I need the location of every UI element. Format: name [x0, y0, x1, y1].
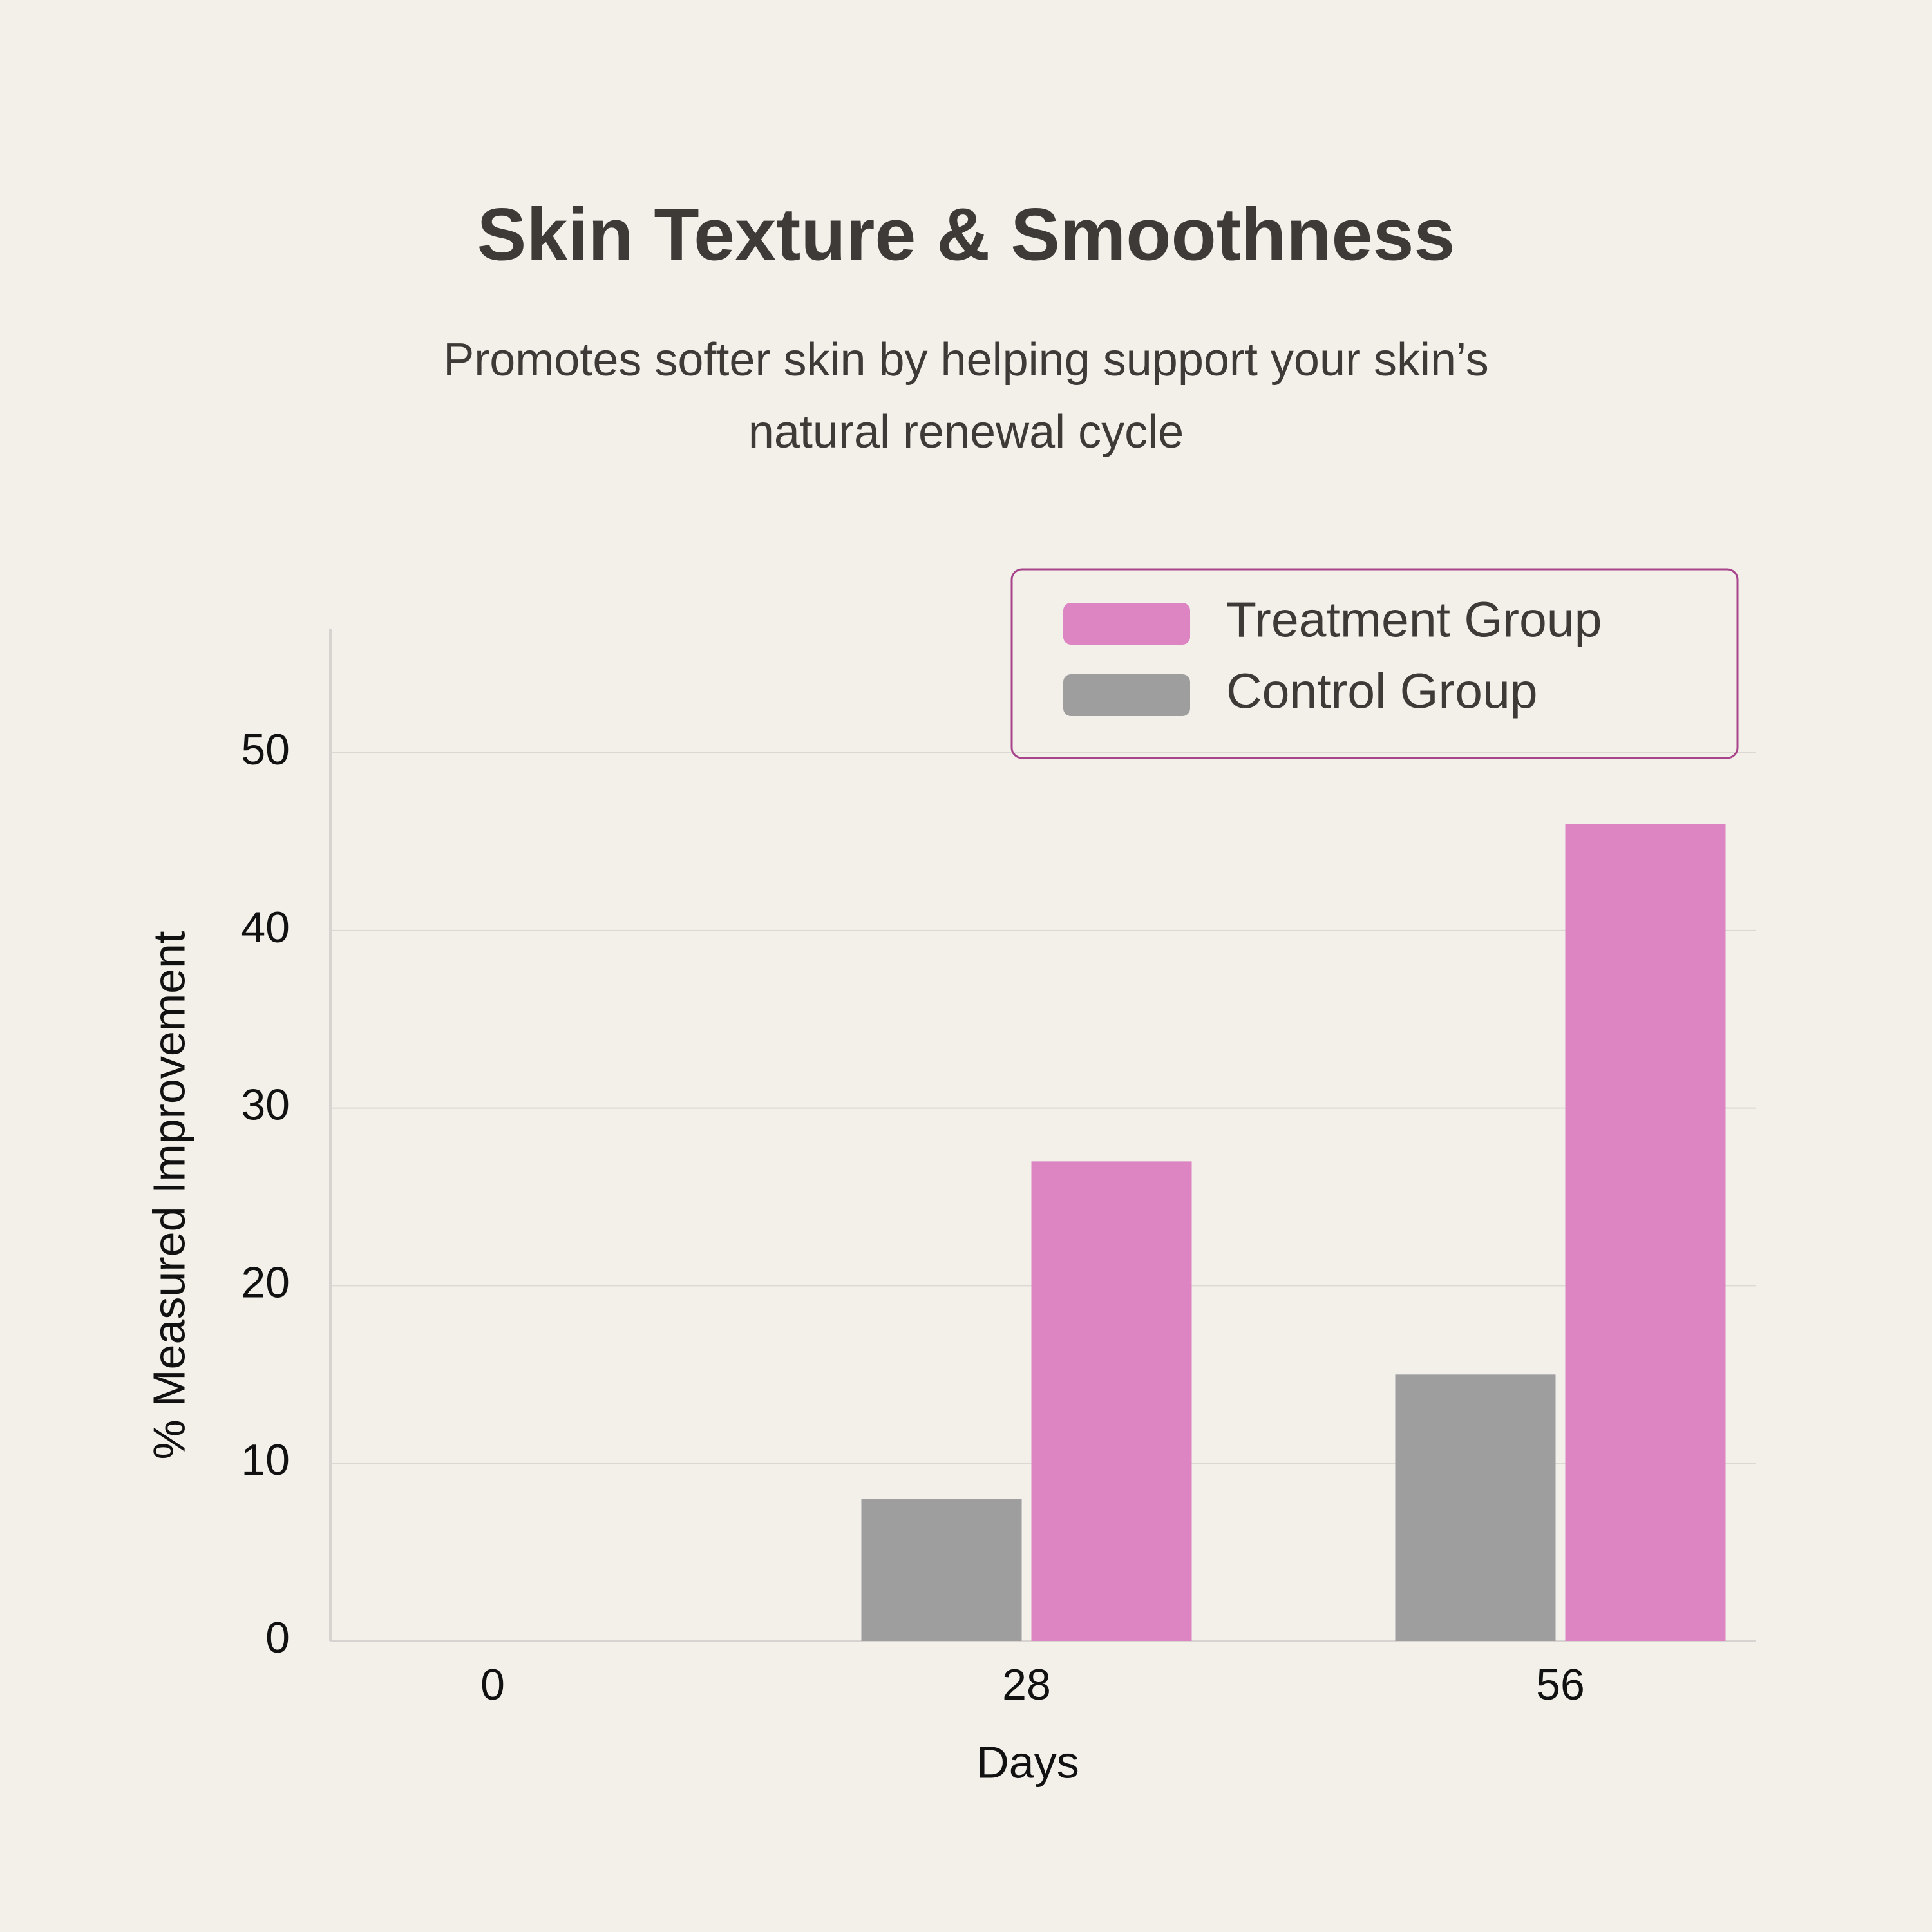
y-tick-label: 0: [265, 1613, 290, 1662]
y-tick-label: 20: [241, 1258, 290, 1307]
bar: [1395, 1374, 1556, 1641]
x-tick-label: 0: [480, 1660, 505, 1709]
y-tick-label: 50: [241, 725, 290, 774]
legend-swatch: [1063, 674, 1190, 716]
chart-title: Skin Texture & Smoothness: [477, 193, 1455, 276]
bar: [861, 1499, 1022, 1641]
legend-label: Treatment Group: [1226, 592, 1602, 647]
legend-label: Control Group: [1226, 663, 1538, 719]
y-axis-label: % Measured Improvement: [144, 931, 194, 1460]
x-tick-label: 56: [1536, 1660, 1585, 1709]
legend-box: [1010, 568, 1739, 759]
y-tick-label: 40: [241, 903, 290, 952]
bar: [1031, 1161, 1192, 1641]
bar: [1565, 824, 1726, 1641]
chart-subtitle: natural renewal cycle: [748, 406, 1184, 458]
y-tick-label: 30: [241, 1081, 290, 1130]
x-axis-label: Days: [976, 1737, 1079, 1787]
legend-swatch: [1063, 603, 1190, 645]
y-tick-label: 10: [241, 1435, 290, 1484]
x-tick-label: 28: [1002, 1660, 1051, 1709]
chart-subtitle: Promotes softer skin by helping support …: [443, 334, 1488, 386]
